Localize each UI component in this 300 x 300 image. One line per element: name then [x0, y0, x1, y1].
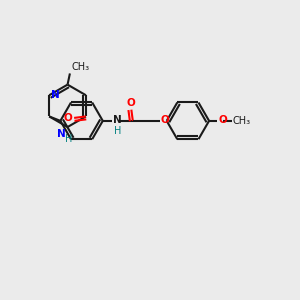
Text: N: N [113, 115, 122, 125]
Text: CH₃: CH₃ [71, 62, 89, 72]
Text: O: O [64, 113, 72, 123]
Text: N: N [51, 90, 59, 100]
Text: H: H [113, 126, 121, 136]
Text: CH₃: CH₃ [233, 116, 251, 126]
Text: O: O [161, 115, 170, 125]
Text: H: H [65, 134, 72, 143]
Text: O: O [218, 115, 227, 125]
Text: O: O [127, 98, 136, 108]
Text: N: N [57, 128, 66, 139]
